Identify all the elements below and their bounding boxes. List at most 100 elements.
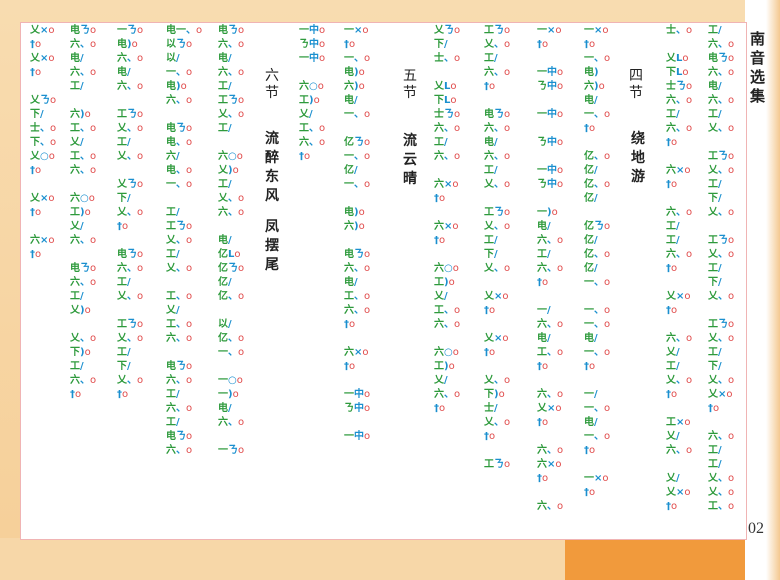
notation-cell: 一ㄋo — [117, 24, 155, 38]
beat-circle-icon: o — [364, 249, 371, 260]
rhythm-mark: 、 — [594, 431, 604, 442]
notation-column: 一×o †o 一、o 电)o 六)o 电/一、o 亿ㄋo 一、o 亿/一、o 电)o 六)o 电ㄋo 六… — [344, 24, 382, 444]
rhythm-mark: ○ — [228, 375, 237, 386]
rhythm-mark: 、 — [718, 501, 728, 512]
pitch-note: 电 — [344, 67, 354, 78]
notation-cell: ㄋ中o — [537, 80, 575, 94]
rhythm-mark: 、 — [718, 431, 728, 442]
pitch-note: 六 — [666, 333, 676, 344]
rhythm-mark: / — [594, 263, 598, 274]
rhythm-mark: 、 — [676, 375, 686, 386]
notation-cell: 下/ — [708, 360, 746, 374]
pitch-note: 一 — [166, 67, 176, 78]
pitch-note: 乂 — [708, 375, 718, 386]
notation-cell: †o — [484, 304, 522, 318]
notation-cell: 电ㄋo — [70, 24, 108, 38]
rhythm-mark: / — [80, 221, 84, 232]
rhythm-mark: / — [718, 445, 722, 456]
pitch-note: 工 — [434, 361, 444, 372]
rhythm-mark: 、 — [547, 319, 557, 330]
rhythm-mark: / — [176, 53, 180, 64]
notation-cell — [218, 430, 256, 444]
beat-circle-icon: o — [604, 319, 611, 330]
notation-cell — [117, 304, 155, 318]
notation-cell: 工/ — [218, 178, 256, 192]
sustain-mark: † — [30, 207, 35, 218]
pitch-note: 乂 — [434, 81, 444, 92]
pitch-note: 六 — [666, 207, 676, 218]
notation-cell: 六、o — [537, 500, 575, 514]
pitch-note: 六 — [166, 151, 176, 162]
sustain-mark: † — [344, 361, 349, 372]
rhythm-mark: 、 — [444, 53, 454, 64]
beat-circle-icon: o — [349, 361, 356, 372]
beat-circle-icon: o — [728, 123, 735, 134]
beat-circle-icon: o — [180, 81, 187, 92]
notation-cell: 工/ — [708, 108, 746, 122]
pitch-note: 亿 — [218, 277, 228, 288]
beat-circle-icon: o — [35, 249, 42, 260]
beat-circle-icon: o — [137, 123, 144, 134]
beat-circle-icon: o — [728, 333, 735, 344]
beat-circle-icon: o — [137, 109, 144, 120]
pitch-note: ㄋ — [537, 81, 547, 92]
rhythm-mark: ) — [80, 207, 85, 218]
rhythm-mark: ㄋ — [176, 361, 186, 372]
notation-cell: †o — [117, 388, 155, 402]
notation-cell: 乂、o — [708, 248, 746, 262]
notation-column: 电ㄋo 六、o 电/六、o 工/工ㄋo 乂、o 工/六○o 乂)o 工/乂、o 六、o 电/亿Lo… — [218, 24, 256, 458]
notation-cell: 工/ — [537, 248, 575, 262]
rhythm-mark: / — [718, 459, 722, 470]
pitch-note: 六 — [434, 221, 444, 232]
beat-circle-icon: o — [604, 53, 611, 64]
notation-cell: ㄋ中o — [299, 38, 337, 52]
rhythm-mark: 、 — [718, 39, 728, 50]
notation-cell: 乂、o — [708, 122, 746, 136]
beat-circle-icon: o — [358, 221, 365, 232]
rhythm-mark: ㄋ — [494, 459, 504, 470]
rhythm-mark: 中 — [309, 25, 319, 36]
pitch-note: 乂 — [666, 347, 676, 358]
notation-cell: †o — [434, 192, 472, 206]
pitch-note: 乂 — [666, 291, 676, 302]
beat-circle-icon: o — [35, 67, 42, 78]
section-number-6: 六节 — [265, 68, 279, 101]
notation-cell: 乂)o — [218, 164, 256, 178]
notation-cell: 下)o — [70, 346, 108, 360]
rhythm-mark: 、 — [594, 277, 604, 288]
notation-cell: 六○o — [434, 262, 472, 276]
rhythm-mark: L — [444, 81, 451, 92]
notation-cell: 下/ — [30, 108, 68, 122]
notation-cell: 亿、o — [218, 332, 256, 346]
notation-cell: 乂、o — [708, 206, 746, 220]
rhythm-mark: ○ — [444, 263, 453, 274]
notation-cell — [344, 234, 382, 248]
beat-circle-icon: o — [186, 403, 193, 414]
pitch-note: 工 — [708, 151, 718, 162]
rhythm-mark: 、 — [228, 39, 238, 50]
beat-circle-icon: o — [555, 403, 562, 414]
notation-cell: 六、o — [166, 374, 204, 388]
notation-cell: 工/ — [708, 24, 746, 38]
notation-cell: 六、o — [666, 94, 704, 108]
notation-cell: 乂/ — [666, 346, 704, 360]
notation-cell: †o — [666, 136, 704, 150]
notation-column: 电一、o 以ㄋo 以/一、o 电)o 六、o 电ㄋo 电、o 六/电、o 一、o 工/工ㄋo 乂、o… — [166, 24, 204, 458]
rhythm-mark: / — [594, 235, 598, 246]
beat-circle-icon: o — [489, 347, 496, 358]
beat-circle-icon: o — [489, 81, 496, 92]
pitch-note: 六 — [537, 263, 547, 274]
notation-cell — [484, 276, 522, 290]
beat-circle-icon: o — [358, 207, 365, 218]
notation-cell: 工、o — [434, 304, 472, 318]
notation-cell: 一、o — [584, 304, 622, 318]
notation-cell — [434, 248, 472, 262]
rhythm-mark: ) — [354, 207, 359, 218]
pitch-note: 下 — [708, 193, 718, 204]
pitch-note: 六 — [708, 431, 718, 442]
rhythm-mark: × — [547, 25, 556, 36]
notation-column: 一中o ㄋ中o 一中o 六○o 工)o 乂/工、o 六、o †o — [299, 24, 337, 164]
sustain-mark: † — [70, 389, 75, 400]
beat-circle-icon: o — [90, 123, 97, 134]
notation-cell: 六、o — [434, 318, 472, 332]
